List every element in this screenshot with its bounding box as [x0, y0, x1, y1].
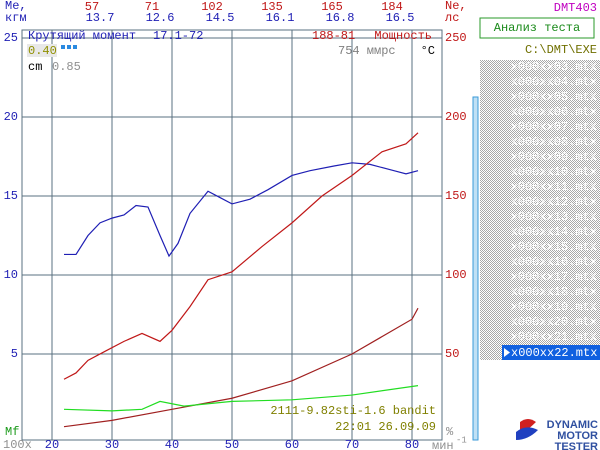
- top-torque: 16.5: [386, 11, 415, 25]
- pressure: 754 ммрс: [338, 44, 396, 58]
- selection-arrow: [504, 348, 510, 357]
- file-item[interactable]: x000xx16.mtx: [511, 255, 597, 269]
- series-line: [63, 385, 419, 412]
- x-tick-label: 50: [225, 438, 239, 450]
- x-tick-label: 70: [345, 438, 359, 450]
- x-tick-label: 60: [285, 438, 299, 450]
- marker: [67, 45, 71, 49]
- x-label-sup: -1: [456, 435, 467, 445]
- file-item[interactable]: x000xx06.mtx: [511, 105, 597, 119]
- logo-text: TESTER: [555, 441, 598, 450]
- file-list-bg: [480, 60, 600, 360]
- top-torque: 13.7: [86, 11, 115, 25]
- k2-label: cm: [28, 60, 42, 74]
- button-label[interactable]: Анализ теста: [494, 21, 580, 35]
- file-item[interactable]: x000xx12.mtx: [511, 195, 597, 209]
- k1: 0.40: [28, 44, 57, 58]
- y2-tick-label: 150: [445, 189, 467, 203]
- y2-tick-label: 100: [445, 268, 467, 282]
- y-tick-label: 10: [4, 268, 18, 282]
- top-power: 184: [381, 0, 403, 14]
- file-item[interactable]: x000xx21.mtx: [511, 330, 597, 344]
- y2-label: Ne,: [445, 0, 467, 13]
- y-tick-label: 25: [4, 31, 18, 45]
- file-item[interactable]: x000xx17.mtx: [511, 270, 597, 284]
- file-item[interactable]: x000xx05.mtx: [511, 90, 597, 104]
- file-item[interactable]: x000xx03.mtx: [511, 60, 597, 74]
- file-item[interactable]: x000xx14.mtx: [511, 225, 597, 239]
- file-item[interactable]: x000xx04.mtx: [511, 75, 597, 89]
- scrollbar[interactable]: [472, 96, 479, 441]
- k2: 0.85: [52, 60, 81, 74]
- annotation: 2111-9.82sti-1.6 bandit: [270, 404, 436, 418]
- top-torque: 12.6: [146, 11, 175, 25]
- analysis-button[interactable]: [479, 17, 595, 39]
- y-tick-label: 20: [4, 110, 18, 124]
- x-label: мин: [432, 439, 454, 450]
- file-item[interactable]: x000xx07.mtx: [511, 120, 597, 134]
- file-item[interactable]: x000xx13.mtx: [511, 210, 597, 224]
- top-power: 57: [85, 0, 99, 14]
- top-torque: 14.5: [206, 11, 235, 25]
- x-tick-label: 20: [45, 438, 59, 450]
- file-item[interactable]: x000xx10.mtx: [511, 165, 597, 179]
- file-item[interactable]: x000xx18.mtx: [511, 285, 597, 299]
- top-power: 135: [261, 0, 283, 14]
- selected-file[interactable]: x000xx22.mtx: [511, 346, 597, 360]
- file-item[interactable]: x000xx11.mtx: [511, 180, 597, 194]
- y2-tick-label: 200: [445, 110, 467, 124]
- annotation: 22:01 26.09.09: [335, 420, 436, 434]
- pct-unit: %: [446, 425, 454, 439]
- top-power: 102: [201, 0, 223, 14]
- marker: [61, 45, 65, 49]
- y2-tick-label: 50: [445, 347, 459, 361]
- file-item[interactable]: x000xx19.mtx: [511, 300, 597, 314]
- temp-unit: °C: [421, 44, 435, 58]
- app-title: DMT403: [554, 1, 597, 15]
- pct-label: 100x: [3, 438, 32, 450]
- x-tick-label: 80: [405, 438, 419, 450]
- top-power: 165: [321, 0, 343, 14]
- x-tick-label: 40: [165, 438, 179, 450]
- logo: DYNAMIC MOTOR TESTER: [516, 419, 598, 450]
- y2-label-unit: лс: [445, 11, 459, 25]
- y-label: Me,: [5, 0, 27, 13]
- file-item[interactable]: x000xx08.mtx: [511, 135, 597, 149]
- marker: [73, 45, 77, 49]
- logo-text: MOTOR: [557, 430, 598, 442]
- path: C:\DMT\EXE: [525, 43, 597, 57]
- mf-label: Mf: [5, 425, 19, 439]
- y-tick-label: 15: [4, 189, 18, 203]
- y-tick-label: 5: [11, 347, 18, 361]
- top-power: 71: [145, 0, 159, 14]
- y2-tick-label: 250: [445, 31, 467, 45]
- y-label-unit: кгм: [5, 11, 27, 25]
- series-line: [64, 162, 419, 258]
- top-torque: 16.1: [266, 11, 295, 25]
- logo-text: DYNAMIC: [547, 419, 598, 431]
- power-max: 188-81: [312, 29, 355, 43]
- x-tick-label: 30: [105, 438, 119, 450]
- selected-row[interactable]: [502, 345, 600, 360]
- torque-legend: Крутящий момент: [28, 29, 136, 43]
- power-legend: Мощность: [374, 29, 432, 43]
- file-item[interactable]: x000xx09.mtx: [511, 150, 597, 164]
- series-line: [63, 307, 419, 428]
- file-item[interactable]: x000xx20.mtx: [511, 315, 597, 329]
- series-line: [63, 132, 419, 380]
- file-item[interactable]: x000xx15.mtx: [511, 240, 597, 254]
- top-torque: 16.8: [326, 11, 355, 25]
- k1-bg: [27, 44, 57, 57]
- torque-max: 17.1-72: [153, 29, 203, 43]
